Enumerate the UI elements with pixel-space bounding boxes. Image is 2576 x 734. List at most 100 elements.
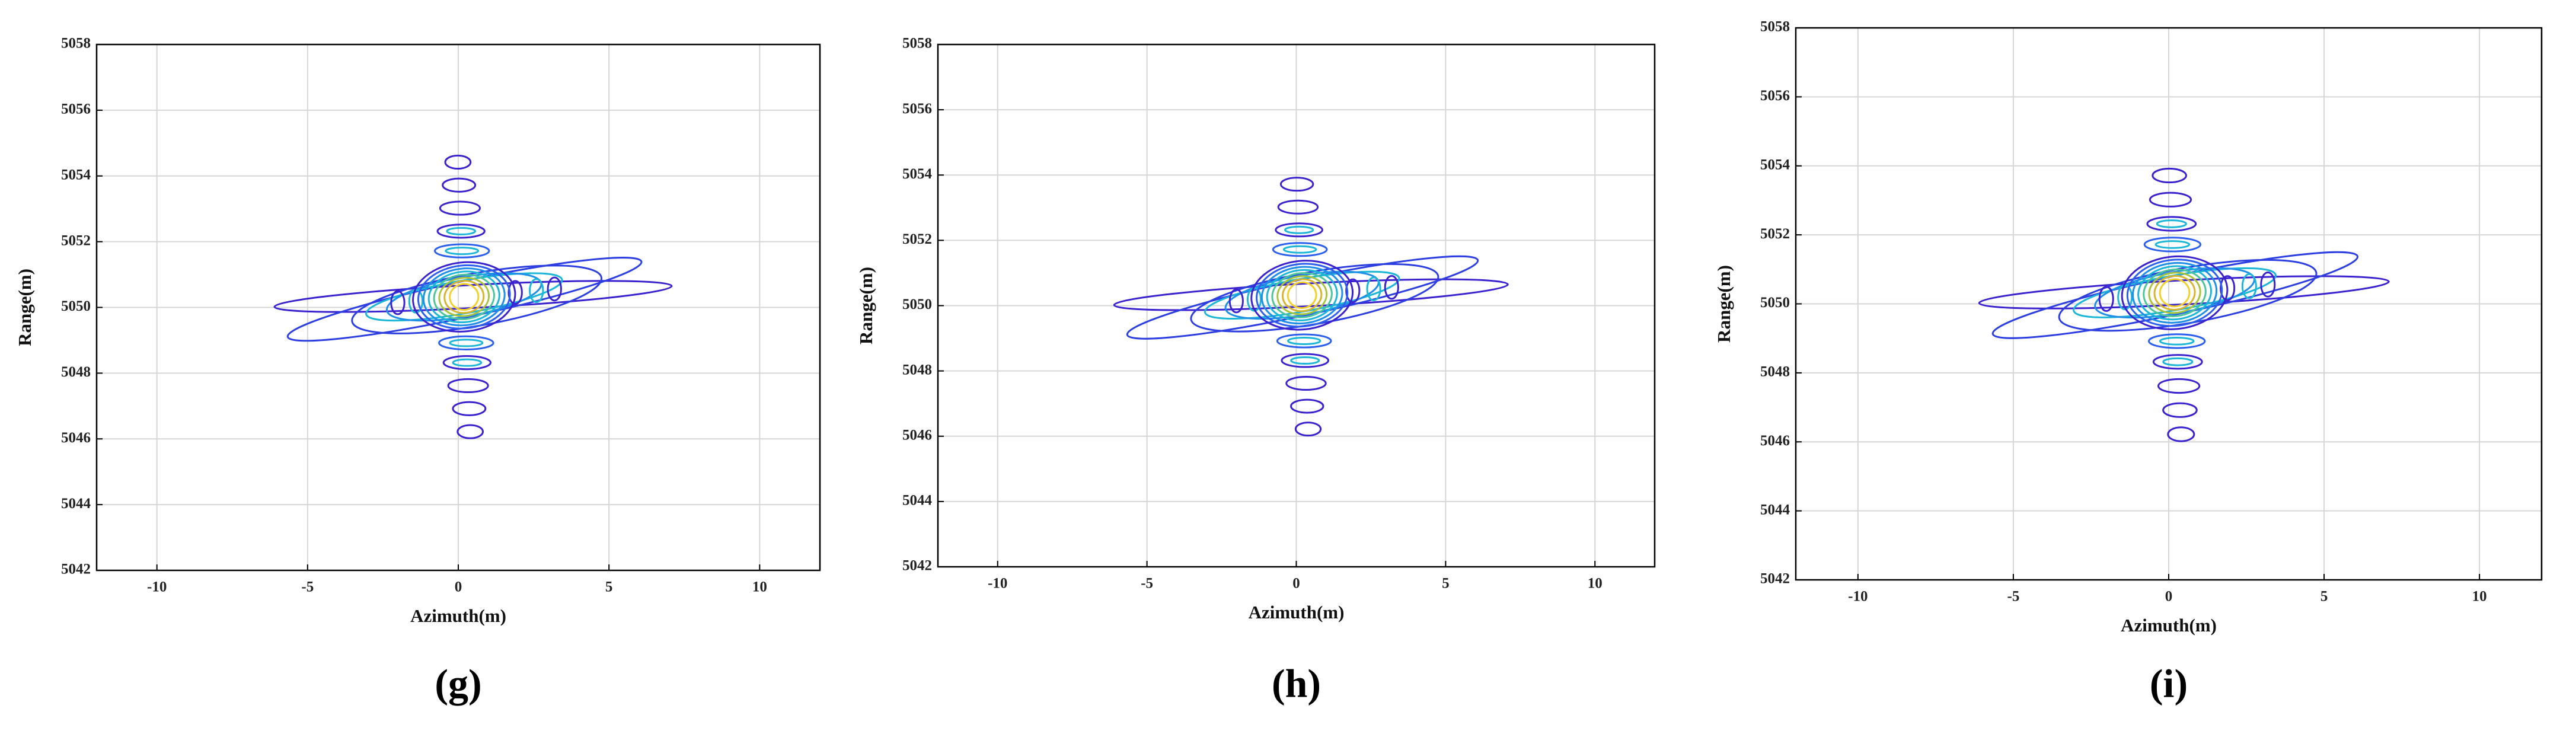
y-tick-label: 5048 — [1760, 364, 1790, 380]
chart-panel: -10 -5 0 5 10 5042 5044 5046 5048 5050 5052 5054 505… — [14, 36, 821, 706]
contour-line — [1266, 269, 1338, 321]
contour-line — [2149, 192, 2192, 208]
contour-line — [1285, 376, 1327, 391]
contour-line — [2146, 216, 2197, 232]
contour-line — [1250, 260, 1354, 331]
contour-line — [433, 243, 490, 259]
plot-frame — [1795, 27, 2543, 581]
contour-line — [2143, 237, 2202, 253]
x-tick-label: 5 — [1442, 576, 1450, 592]
y-tick-label: 5056 — [902, 101, 932, 117]
contour-line — [449, 339, 484, 347]
y-tick-label: 5048 — [902, 362, 932, 378]
contour-line — [422, 267, 506, 327]
y-tick-label: 5042 — [902, 558, 932, 574]
contour-line — [457, 424, 484, 439]
x-tick-label: 10 — [752, 579, 767, 595]
y-tick-label: 5046 — [1760, 433, 1790, 449]
contour-line — [1256, 263, 1349, 328]
panel-label: (h) — [1272, 661, 1321, 706]
x-tick-label: -10 — [1848, 589, 1868, 605]
contour-line — [442, 355, 491, 371]
contour-line — [1384, 275, 1399, 300]
contour-line — [2153, 275, 2196, 311]
contour-line — [2152, 167, 2187, 184]
y-tick-label: 5054 — [1760, 157, 1790, 173]
contour-line — [1290, 398, 1324, 414]
contour-line — [2159, 337, 2195, 346]
y-axis-label: Range(m) — [856, 267, 876, 344]
x-axis-label: Azimuth(m) — [1249, 602, 1345, 623]
contour-line — [2131, 261, 2218, 324]
x-tick-label: -5 — [1141, 576, 1153, 592]
y-tick-label: 5050 — [61, 298, 91, 314]
y-tick-label: 5058 — [1760, 19, 1790, 35]
y-tick-label: 5054 — [61, 167, 91, 183]
contour-line — [2154, 240, 2191, 249]
contour-line — [1366, 276, 1381, 302]
contour-line — [433, 273, 495, 320]
panel-label: (g) — [435, 661, 481, 706]
plot-frame — [937, 43, 1656, 568]
y-axis-label: Range(m) — [1713, 265, 1734, 343]
plot-frame — [95, 43, 821, 572]
contour-line — [1284, 225, 1314, 234]
contour-line — [1113, 278, 1509, 311]
contour-line — [427, 270, 500, 324]
contour-line — [2073, 267, 2277, 318]
contour-line — [1271, 272, 1333, 318]
y-tick-label: 5042 — [1760, 571, 1790, 587]
contour-line — [1978, 275, 2390, 309]
contour-line — [507, 280, 523, 305]
contour-line — [446, 226, 476, 235]
contour-line — [2162, 357, 2194, 366]
contour-line — [1282, 245, 1317, 254]
x-axis-label: Azimuth(m) — [2121, 615, 2217, 636]
contour-line — [390, 290, 406, 315]
y-tick-label: 5046 — [61, 430, 91, 446]
contour-line — [1272, 242, 1328, 257]
contour-line — [2137, 265, 2212, 321]
x-tick-label: 10 — [2472, 589, 2487, 605]
contour-line — [1279, 177, 1314, 192]
y-axis-label: Range(m) — [14, 269, 35, 346]
contour-line — [436, 224, 486, 239]
contour-line — [1345, 278, 1361, 304]
y-tick-label: 5058 — [902, 36, 932, 52]
contour-line — [1276, 333, 1332, 349]
y-tick-label: 5042 — [61, 561, 91, 577]
contour-line — [412, 261, 516, 333]
contour-line — [1275, 222, 1323, 238]
contour-line — [2143, 268, 2207, 317]
contour-line — [1281, 353, 1330, 368]
contour-line — [2157, 378, 2201, 394]
contour-line — [1281, 278, 1323, 312]
contour-line — [273, 280, 673, 313]
contour-line — [439, 200, 481, 216]
panel-label: (i) — [2150, 661, 2188, 706]
contour-line — [447, 378, 489, 394]
chart-panel: -10 -5 0 5 10 5042 5044 5046 5048 5050 5052 5054 505… — [856, 36, 1656, 706]
y-tick-label: 5052 — [61, 232, 91, 248]
y-tick-label: 5052 — [1760, 226, 1790, 242]
contour-line — [2167, 426, 2195, 442]
y-tick-label: 5056 — [1760, 88, 1790, 104]
x-tick-label: -10 — [147, 579, 167, 595]
contour-line — [1287, 281, 1317, 309]
contour-line — [2148, 333, 2206, 349]
contour-line — [2121, 255, 2229, 330]
contour-line — [547, 276, 562, 302]
contour-line — [1287, 336, 1321, 345]
contour-line — [365, 272, 563, 322]
y-tick-label: 5050 — [1760, 295, 1790, 311]
contour-line — [2159, 278, 2191, 308]
chart-panel: -10 -5 0 5 10 5042 5044 5046 5048 5050 5052 5054 505… — [1713, 19, 2543, 706]
y-tick-label: 5044 — [902, 493, 933, 509]
contour-line — [417, 264, 511, 330]
y-tick-label: 5046 — [902, 427, 932, 443]
contour-line — [1290, 356, 1320, 365]
y-tick-label: 5044 — [61, 496, 91, 512]
contour-line — [452, 401, 487, 416]
y-tick-label: 5052 — [902, 231, 932, 247]
contour-line — [2162, 402, 2198, 418]
